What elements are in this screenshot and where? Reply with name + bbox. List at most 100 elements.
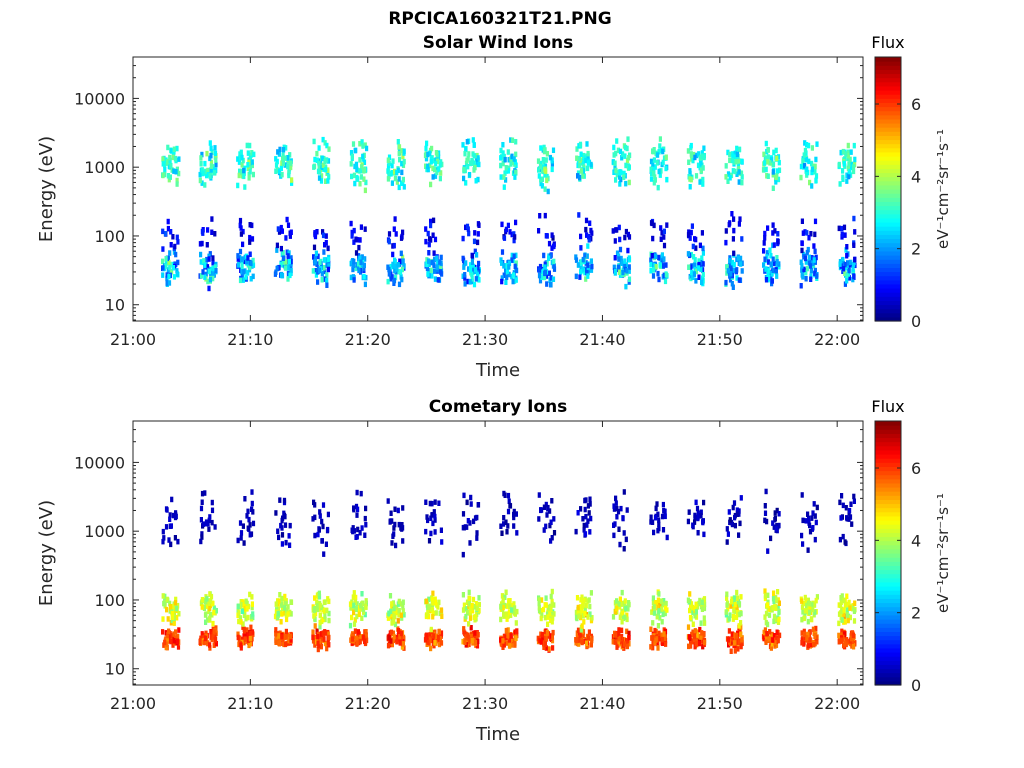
heatmap-cell bbox=[352, 590, 356, 596]
heatmap-cell bbox=[547, 255, 551, 261]
heatmap-cell bbox=[845, 612, 849, 618]
heatmap-cell bbox=[427, 241, 431, 248]
heatmap-cell bbox=[697, 258, 701, 264]
heatmap-cell bbox=[319, 178, 324, 184]
heatmap-cell bbox=[477, 601, 481, 608]
heatmap-cell bbox=[212, 609, 216, 616]
heatmap-cell bbox=[506, 492, 511, 499]
heatmap-cell bbox=[435, 169, 439, 176]
heatmap-cell bbox=[589, 642, 593, 648]
heatmap-cell bbox=[664, 165, 668, 172]
heatmap-cell bbox=[433, 513, 437, 520]
heatmap-cell bbox=[287, 533, 291, 539]
heatmap-cell bbox=[663, 278, 668, 285]
heatmap-cell bbox=[659, 168, 663, 174]
heatmap-cell bbox=[733, 601, 737, 608]
heatmap-cell bbox=[688, 176, 692, 182]
heatmap-cell bbox=[467, 601, 472, 607]
heatmap-cell bbox=[209, 152, 213, 159]
colorbar-title: Flux bbox=[871, 33, 904, 52]
heatmap-cell bbox=[361, 153, 365, 160]
heatmap-cell bbox=[240, 256, 245, 263]
heatmap-cell bbox=[589, 617, 594, 624]
heatmap-cell bbox=[576, 604, 580, 611]
heatmap-cell bbox=[161, 616, 165, 622]
heatmap-cell bbox=[691, 609, 695, 616]
heatmap-cell bbox=[464, 146, 468, 152]
heatmap-cell bbox=[653, 627, 657, 634]
heatmap-cell bbox=[613, 160, 617, 166]
heatmap-cell bbox=[475, 530, 479, 536]
heatmap-cell bbox=[537, 272, 542, 279]
heatmap-cell bbox=[164, 524, 169, 530]
heatmap-cell bbox=[438, 259, 442, 265]
heatmap-cell bbox=[438, 162, 442, 168]
heatmap-cell bbox=[734, 154, 738, 160]
heatmap-cell bbox=[615, 644, 619, 650]
heatmap-cell bbox=[775, 155, 779, 162]
heatmap-cell bbox=[326, 511, 330, 518]
heatmap-cell bbox=[687, 643, 691, 650]
heatmap-cell bbox=[771, 596, 776, 602]
heatmap-cell bbox=[618, 596, 622, 602]
heatmap-cell bbox=[777, 261, 781, 267]
heatmap-cell bbox=[655, 501, 659, 507]
heatmap-cell bbox=[587, 510, 591, 516]
heatmap-cell bbox=[316, 646, 320, 653]
heatmap-cell bbox=[200, 534, 204, 540]
heatmap-cell bbox=[394, 542, 398, 549]
heatmap-cell bbox=[349, 161, 353, 167]
heatmap-cell bbox=[507, 264, 511, 270]
heatmap-cell bbox=[652, 157, 656, 163]
panel-title: Solar Wind Ions bbox=[423, 33, 574, 53]
heatmap-cell bbox=[161, 172, 165, 179]
heatmap-cell bbox=[203, 168, 207, 175]
heatmap-cell bbox=[439, 170, 443, 176]
heatmap-cell bbox=[618, 174, 622, 180]
heatmap-cell bbox=[386, 642, 391, 649]
heatmap-cell bbox=[808, 636, 812, 642]
heatmap-cell bbox=[200, 490, 205, 497]
heatmap-cell bbox=[777, 609, 781, 616]
heatmap-cell bbox=[805, 166, 809, 172]
heatmap-cell bbox=[724, 163, 728, 169]
heatmap-cell bbox=[468, 615, 473, 621]
heatmap-cell bbox=[246, 633, 250, 639]
heatmap-cell bbox=[320, 173, 324, 179]
heatmap-cell bbox=[651, 273, 656, 279]
heatmap-cell bbox=[762, 167, 766, 173]
heatmap-cell bbox=[311, 634, 315, 641]
heatmap-cell bbox=[763, 160, 767, 166]
heatmap-cell bbox=[701, 275, 705, 281]
heatmap-cell bbox=[581, 173, 585, 179]
heatmap-cell bbox=[210, 216, 214, 222]
heatmap-cell bbox=[549, 538, 553, 544]
heatmap-cell bbox=[284, 601, 288, 607]
heatmap-cell bbox=[774, 269, 778, 275]
heatmap-cell bbox=[543, 212, 547, 219]
heatmap-cell bbox=[731, 614, 735, 620]
heatmap-cell bbox=[550, 161, 554, 167]
heatmap-cell bbox=[280, 532, 285, 538]
heatmap-cell bbox=[627, 264, 631, 270]
heatmap-cell bbox=[284, 265, 288, 271]
heatmap-cell bbox=[357, 611, 361, 618]
heatmap-cell bbox=[315, 261, 319, 267]
heatmap-cell bbox=[513, 605, 517, 611]
heatmap-cell bbox=[769, 261, 773, 267]
heatmap-cell bbox=[476, 502, 480, 508]
heatmap-cell bbox=[274, 156, 278, 162]
heatmap-cell bbox=[313, 642, 317, 648]
heatmap-cell bbox=[726, 149, 730, 156]
heatmap-cell bbox=[275, 247, 279, 253]
heatmap-cell bbox=[803, 163, 807, 169]
heatmap-cell bbox=[622, 530, 626, 536]
heatmap-cell bbox=[804, 276, 808, 282]
heatmap-cell bbox=[504, 263, 508, 269]
heatmap-cell bbox=[735, 145, 739, 152]
heatmap-cell bbox=[814, 597, 818, 604]
heatmap-cell bbox=[589, 227, 593, 234]
heatmap-cell bbox=[662, 631, 666, 637]
heatmap-cell bbox=[435, 158, 439, 164]
heatmap-cell bbox=[699, 167, 703, 174]
